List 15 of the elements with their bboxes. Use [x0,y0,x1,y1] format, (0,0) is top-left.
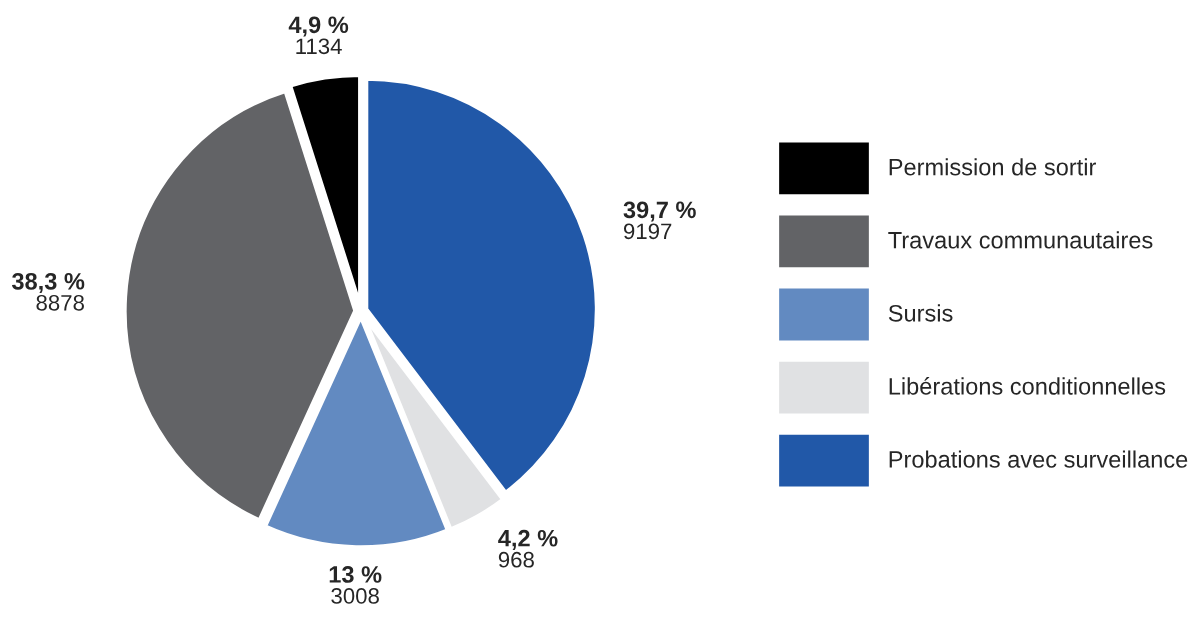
legend-label: Travaux communautaires [888,231,1153,249]
data-label: 8878 [36,294,84,311]
data-label: 9197 [623,223,672,240]
text: 4,2 % [498,529,558,551]
text: 38,3 % [11,272,85,294]
legend-label: Sursis [888,304,953,322]
data-label: 968 [498,551,534,568]
data-label: 1134 [296,38,342,55]
text: 4,9 % [288,16,349,37]
legend-label: Permission de sortir [889,158,1096,176]
legend-label: Libérations conditionnelles [889,377,1166,395]
legend-label: Probations avec surveillance [889,450,1188,468]
data-label: 3008 [331,588,379,604]
text: 39,7 % [623,201,696,222]
text: 13 % [329,566,382,583]
